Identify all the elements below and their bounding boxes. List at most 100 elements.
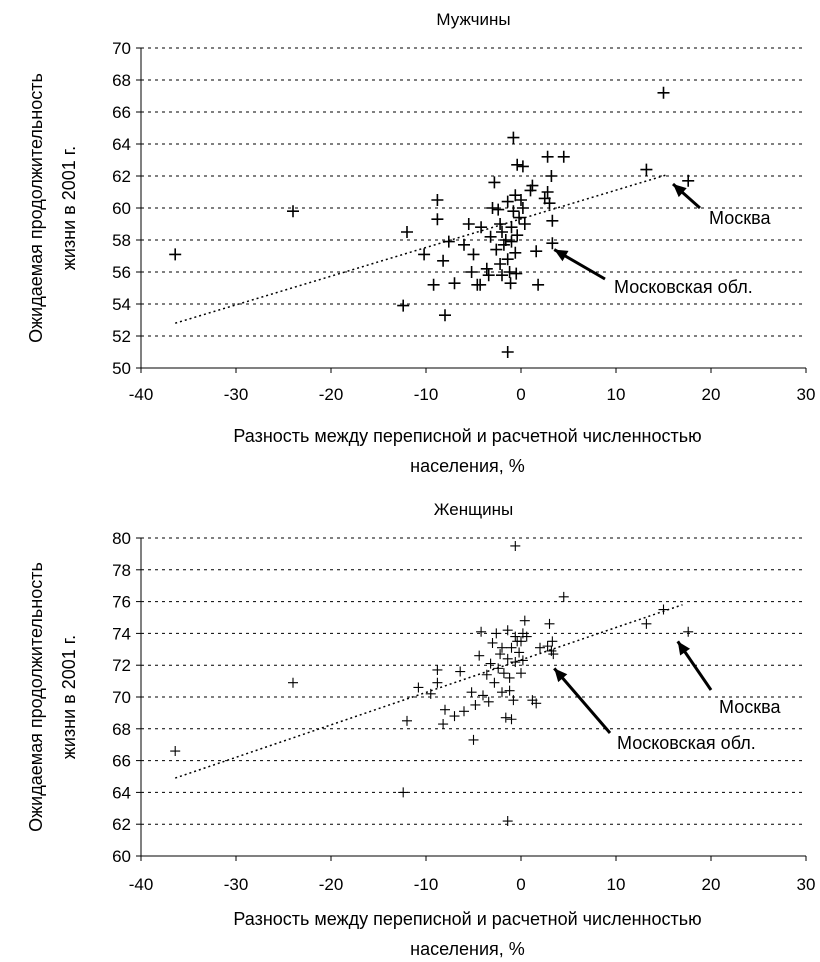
data-point-marker [516,636,526,647]
x-axis-label-line-2: населения, % [410,939,525,959]
data-point-marker [546,214,559,227]
data-point-marker [476,626,487,637]
data-point-marker [496,226,508,238]
data-point-marker [506,642,517,653]
data-point-marker [502,653,513,664]
data-point-marker [541,150,554,163]
data-point-marker [510,540,521,551]
data-point-marker [491,628,502,639]
y-tick-label: 60 [112,199,131,218]
data-point-marker [459,706,469,717]
annotation-label: Москва [719,697,781,717]
annotation-label: Московская обл. [617,733,756,753]
data-point-marker [432,677,443,688]
data-point-marker [438,719,449,730]
data-point-marker [465,266,478,278]
y-tick-label: 58 [112,231,131,250]
data-point-marker [544,618,555,629]
y-axis-label-line-1: Ожидаемая продолжительность [26,73,46,343]
data-point-marker [683,626,694,637]
data-point-marker [517,655,528,666]
data-point-marker [431,194,444,206]
annotation-arrowhead [673,184,687,198]
chart-panel-2: Женщины 60 62 64 66 68 70 72 74 76 78 80 -40 -30 -20 -1… [26,500,815,959]
y-tick-label: 60 [112,847,131,866]
data-point-marker [432,664,443,675]
x-tick-label: -30 [224,875,249,894]
data-point-marker [521,631,532,642]
data-point-marker [486,202,499,214]
y-tick-label: 70 [112,39,131,58]
annotation-arrowhead [554,668,568,683]
y-tick-label: 64 [112,135,131,154]
annotation-label: Москва [709,208,771,228]
data-point-marker [474,650,485,661]
data-point-marker [504,277,517,290]
y-tick-label: 54 [112,295,131,314]
data-point-marker [516,202,529,214]
data-point-marker [514,647,525,658]
x-tick-label: -30 [224,385,249,404]
data-point-marker [516,160,529,173]
data-point-marker [510,267,523,280]
data-point-marker [498,668,509,679]
data-point-marker [455,666,466,677]
data-point-marker [496,269,508,282]
data-point-marker [442,235,455,248]
data-point-marker [494,258,507,270]
y-tick-label: 78 [112,561,131,580]
data-point-marker [506,714,517,725]
data-point-marker [507,205,520,218]
x-tick-label: 0 [516,385,525,404]
data-point-marker [513,211,526,224]
data-point-marker [487,637,498,648]
x-tick-label: 30 [797,385,816,404]
x-tick-label: -20 [319,875,344,894]
data-point-marker [418,248,431,261]
y-tick-label: 62 [112,815,131,834]
y-axis-label-line-2: жизни в 2001 г. [59,146,79,270]
data-point-marker [425,688,436,699]
data-point-marker [467,248,480,261]
data-point-marker [402,715,412,726]
data-point-marker [492,203,505,216]
chart-title: Женщины [434,500,513,519]
data-point-marker [505,235,518,248]
x-tick-label: 10 [607,385,626,404]
data-point-marker [518,218,531,230]
data-point-marker [541,186,554,198]
y-tick-label: 52 [112,327,131,346]
data-point-marker [481,669,492,680]
data-point-marker [510,631,521,642]
data-point-marker [502,625,513,636]
data-point-marker [501,195,514,208]
annotation-arrowhead [554,249,569,262]
trendline [174,173,669,324]
y-tick-label: 64 [112,783,131,802]
trendline [174,604,683,779]
data-point-marker [427,278,440,291]
data-point-marker [478,690,488,701]
data-point-marker [502,816,513,827]
y-tick-label: 66 [112,752,131,771]
data-point-marker [448,277,461,290]
data-point-marker [545,170,558,182]
y-tick-label: 70 [112,688,131,707]
x-tick-label: 10 [607,875,626,894]
data-point-marker [497,687,507,698]
data-point-marker [530,245,543,258]
y-tick-label: 68 [112,71,131,90]
y-tick-label: 50 [112,359,131,378]
data-point-marker [640,163,653,176]
data-point-marker [169,248,182,261]
data-point-marker [449,711,460,722]
x-tick-label: -40 [129,875,154,894]
data-point-marker [468,734,479,745]
data-point-marker [497,642,507,653]
data-point-marker [509,246,522,259]
x-axis-label-line-2: населения, % [410,456,525,476]
data-point-marker [641,618,652,629]
x-tick-label: -40 [129,385,154,404]
